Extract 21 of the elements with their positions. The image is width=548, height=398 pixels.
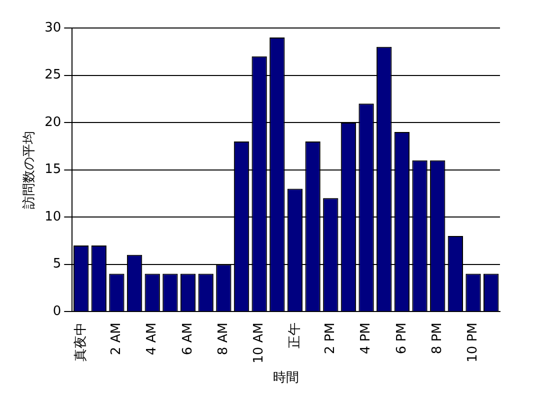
x-tick-label: 10 PM [466,322,481,362]
x-tick-label: 8 PM [430,322,445,354]
y-tick-label: 30 [44,20,62,36]
x-axis-title: 時間 [273,370,300,386]
x-tick-label: 4 AM [144,322,160,356]
y-tick-label: 10 [44,209,62,224]
y-tick-label: 15 [44,162,62,178]
y-tick-label: 20 [44,114,62,130]
y-tick-label: 0 [52,304,62,319]
y-tick-label: 25 [44,68,62,83]
x-tick-label: 2 PM [323,322,338,354]
x-tick-label: 6 AM [180,322,196,356]
y-tick-label: 5 [52,256,62,272]
x-tick-label: 8 AM [216,322,232,356]
x-tick-label: 2 AM [109,322,124,356]
x-tick-label: 正午 [287,322,302,349]
x-tick-label: 6 PM [394,322,410,354]
x-tick-label: 真夜中 [72,322,88,362]
x-tick-label: 10 AM [252,322,267,364]
x-tick-label: 4 PM [358,322,374,354]
y-axis-title: 訪問数の平均 [22,130,38,209]
